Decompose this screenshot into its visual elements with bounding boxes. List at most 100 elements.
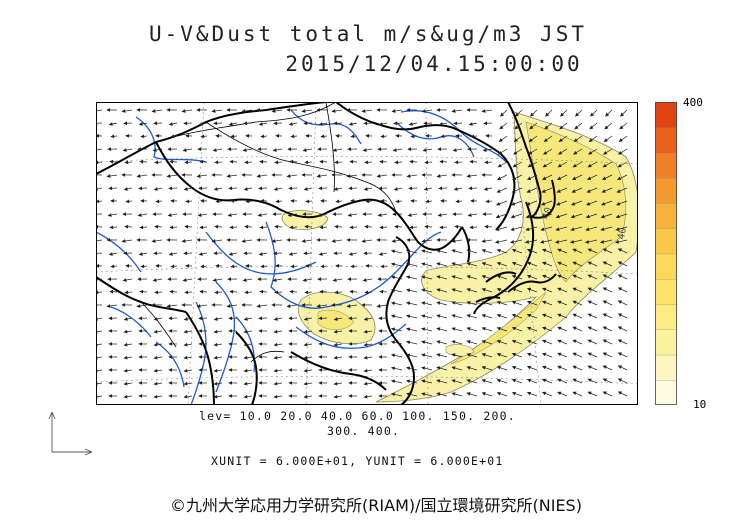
wind-vector-head <box>228 316 233 321</box>
wind-vector-head <box>451 392 456 396</box>
wind-vector-head <box>200 199 205 203</box>
wind-vector-head <box>319 225 324 230</box>
wind-vector-head <box>302 278 307 282</box>
wind-vector-head <box>587 378 592 382</box>
wind-vector-head <box>138 342 143 346</box>
wind-vector-head <box>333 368 338 373</box>
wind-vector-head <box>587 261 592 265</box>
wind-vector-head <box>363 317 368 321</box>
wind-vector-head <box>540 214 545 219</box>
wind-vector-head <box>212 212 217 216</box>
wind-vector-head <box>347 213 352 217</box>
wind-vector-head <box>200 264 205 269</box>
wind-vector-head <box>166 108 171 112</box>
wind-vector-head <box>395 134 400 138</box>
wind-vector-head <box>348 355 353 359</box>
wind-vector-head <box>524 240 530 244</box>
wind-vector-head <box>169 225 174 230</box>
wind-vector-head <box>378 186 383 191</box>
wind-vector-head <box>575 112 580 117</box>
wind-vector-head <box>571 201 576 206</box>
wind-vector-head <box>466 327 471 331</box>
wind-vector-head <box>243 394 248 399</box>
wind-vector-head <box>138 252 143 256</box>
wind-vector-head <box>452 148 457 152</box>
wind-vector-head <box>392 212 397 216</box>
wind-vector-head <box>584 240 590 244</box>
wind-vector-head <box>152 212 157 216</box>
wind-vector-head <box>559 125 564 130</box>
wind-vector-head <box>422 212 427 216</box>
wind-vector-head <box>421 314 426 318</box>
wind-vector-head <box>96 264 100 268</box>
wind-vector-head <box>303 121 308 126</box>
wind-vector-head <box>526 248 532 253</box>
wind-vector-head <box>572 352 577 357</box>
wind-vector-head <box>617 365 623 369</box>
colorbar-cell <box>655 278 677 305</box>
wind-vector-head <box>421 392 426 396</box>
wind-vector-head <box>601 201 606 206</box>
wind-vector-head <box>198 394 203 398</box>
wind-vector-head <box>406 314 411 319</box>
wind-vector-head <box>528 138 533 143</box>
wind-vector-head <box>588 138 593 143</box>
wind-vector-head <box>616 176 622 180</box>
wind-vector-head <box>453 121 458 126</box>
wind-vector-head <box>587 365 592 369</box>
wind-vector-head <box>154 224 159 229</box>
wind-vector-head <box>212 278 217 282</box>
wind-vector-head <box>406 238 411 242</box>
wind-vector-head <box>496 261 501 266</box>
wind-vector <box>96 382 103 385</box>
wind-vector-head <box>109 159 114 164</box>
wind-vector-head <box>348 342 353 346</box>
wind-vector-head <box>96 134 100 138</box>
wind-vector-head <box>408 122 413 126</box>
wind-vector-head <box>138 329 143 333</box>
wind-vector-head <box>122 148 127 152</box>
wind-vector-head <box>305 199 310 204</box>
wind-vector-head <box>496 352 501 357</box>
wind-vector-head <box>154 290 159 295</box>
wind-vector-head <box>436 366 441 370</box>
borders <box>140 102 397 363</box>
wind-vector-head <box>244 160 249 165</box>
wind-vector-head <box>258 186 263 191</box>
wind-vector-head <box>303 329 308 334</box>
wind-vector-head <box>286 238 291 242</box>
wind-vector-head <box>603 138 608 143</box>
wind-vector-head <box>226 174 231 178</box>
wind-vector-head <box>542 339 547 344</box>
wind-vector-head <box>436 238 441 242</box>
wind-vector-head <box>137 213 142 217</box>
wind-vector-head <box>390 327 396 332</box>
copyright-notice: ©九州大学応用力学研究所(RIAM)/国立環境研究所(NIES) <box>170 496 582 515</box>
wind-vector-head <box>318 355 323 359</box>
wind-vector-head <box>301 239 306 243</box>
dust-small-patch <box>445 344 475 357</box>
wind-vector-head <box>556 189 561 193</box>
wind-vector-head <box>542 352 547 357</box>
wind-vector-head <box>436 262 441 266</box>
wind-vector-head <box>168 394 173 398</box>
wind-vector-head <box>346 174 351 178</box>
wind-vector-head <box>394 160 399 165</box>
wind-vector-head <box>213 329 218 334</box>
wind-vector-head <box>241 239 246 243</box>
wind-vector-head <box>451 314 456 318</box>
wind-vector-head <box>183 121 188 126</box>
wind-vector-head <box>455 199 460 204</box>
wind-vector-head <box>406 108 411 112</box>
wind-vector-head <box>616 201 621 206</box>
wind-vector-head <box>213 342 218 347</box>
wind-vector-head <box>364 290 369 295</box>
wind-vector-head <box>572 391 577 396</box>
wind-vector-head <box>557 326 562 331</box>
wind-vector-head <box>527 163 532 168</box>
wind-vector-head <box>542 378 547 383</box>
wind-vector-head <box>481 239 486 243</box>
wind-vector-head <box>318 342 323 346</box>
wind-vector-head <box>199 159 204 164</box>
wind-vector-head <box>560 112 565 117</box>
